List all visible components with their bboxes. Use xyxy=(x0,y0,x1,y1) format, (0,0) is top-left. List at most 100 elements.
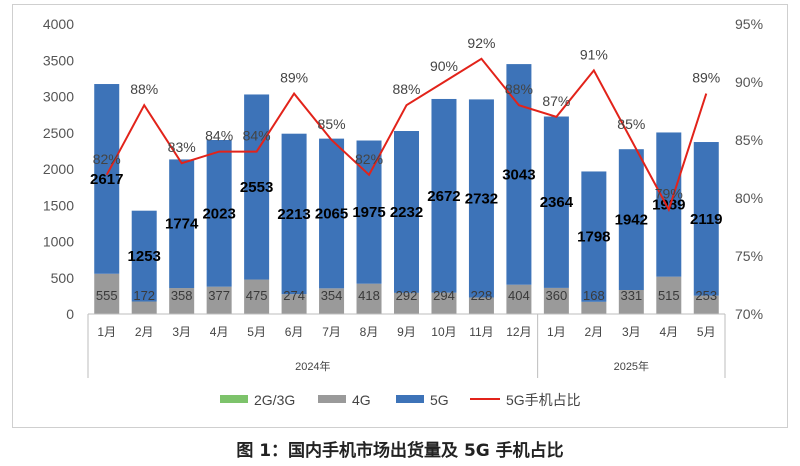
data-label-5g-share: 82% xyxy=(355,151,383,167)
data-label-5g-share: 82% xyxy=(93,151,121,167)
bar-5g xyxy=(356,140,382,284)
x-tick-label: 3月 xyxy=(622,325,641,339)
bar-4g xyxy=(506,284,532,314)
x-tick-label: 5月 xyxy=(247,325,266,339)
bar-5g xyxy=(581,171,607,302)
bar-4g xyxy=(656,276,682,314)
line-5g-share xyxy=(105,57,708,213)
bar-5g xyxy=(506,64,532,285)
x-tick-label: 8月 xyxy=(360,325,379,339)
y-right-tick-label: 70% xyxy=(735,306,763,322)
data-label-4g: 358 xyxy=(171,288,193,303)
bar-5g xyxy=(94,84,120,274)
bar-4g xyxy=(468,297,494,314)
bar-4g xyxy=(206,286,232,314)
x-tick-label: 5月 xyxy=(697,325,716,339)
data-label-4g: 475 xyxy=(246,288,268,303)
data-label-4g: 404 xyxy=(508,288,530,303)
data-label-5g-share: 89% xyxy=(692,70,720,86)
y-left-tick-label: 3000 xyxy=(43,89,74,105)
bar-5g xyxy=(169,159,195,289)
data-label-5g-share: 90% xyxy=(430,58,458,74)
bar-4g xyxy=(94,273,120,314)
data-label-4g: 172 xyxy=(133,288,155,303)
bar-5g xyxy=(693,142,719,296)
data-label-4g: 253 xyxy=(695,288,717,303)
bar-4g xyxy=(356,283,382,314)
data-label-4g: 228 xyxy=(471,288,493,303)
data-label-5g: 2617 xyxy=(90,171,123,188)
bar-4g xyxy=(169,288,195,314)
data-label-5g: 1253 xyxy=(128,248,161,265)
bar-4g xyxy=(431,292,457,314)
x-tick-label: 2月 xyxy=(135,325,154,339)
x-tick-label: 1月 xyxy=(547,325,566,339)
legend-label-5g: 5G xyxy=(430,392,449,408)
bar-5g xyxy=(281,133,307,295)
bar-4g xyxy=(618,290,644,314)
data-label-4g: 418 xyxy=(358,288,380,303)
y-left-tick-label: 0 xyxy=(66,306,74,322)
x-tick-label: 3月 xyxy=(172,325,191,339)
y-left-tick-label: 4000 xyxy=(43,16,74,32)
legend-label-4g: 4G xyxy=(352,392,371,408)
data-label-4g: 292 xyxy=(396,288,418,303)
x-tick-label: 1月 xyxy=(97,325,116,339)
x-tick-label: 9月 xyxy=(397,325,416,339)
data-label-5g: 1975 xyxy=(352,204,385,221)
data-label-5g-share: 88% xyxy=(392,81,420,97)
x-tick-label: 6月 xyxy=(285,325,304,339)
legend-label-5g-share: 5G手机占比 xyxy=(506,392,581,408)
bar-5g xyxy=(131,210,157,302)
y-left-tick-label: 2500 xyxy=(43,125,74,141)
data-label-5g: 2023 xyxy=(202,205,235,222)
bar-5g xyxy=(244,94,270,280)
data-label-5g: 1798 xyxy=(577,229,610,246)
bar-5g xyxy=(319,138,345,289)
y-right-tick-label: 90% xyxy=(735,74,763,90)
bar-5g xyxy=(394,131,419,293)
data-label-5g: 2065 xyxy=(315,205,348,222)
shipment-chart: 0 500 1000 1500 2000 2500 3000 3500 4000 70% 75% 80… xyxy=(43,16,763,408)
data-label-5g: 2732 xyxy=(465,190,498,207)
bar-5g xyxy=(656,132,682,277)
bar-5g xyxy=(431,98,457,293)
data-label-5g-share: 79% xyxy=(655,186,683,202)
data-label-4g: 294 xyxy=(433,288,455,303)
x-tick-label: 12月 xyxy=(506,325,531,339)
data-label-4g: 331 xyxy=(620,288,642,303)
chart-frame xyxy=(12,4,788,428)
x-tick-label: 11月 xyxy=(469,325,493,339)
data-label-5g: 2553 xyxy=(240,179,273,196)
x-tick-label: 2月 xyxy=(585,325,604,339)
bar-4g xyxy=(394,292,419,314)
data-label-5g-share: 91% xyxy=(580,46,608,62)
legend-swatch-2g3g xyxy=(220,395,248,403)
data-label-5g-share: 85% xyxy=(318,116,346,132)
data-label-5g: 1989 xyxy=(652,197,685,214)
data-label-5g: 2364 xyxy=(540,194,574,211)
y-left-tick-label: 1500 xyxy=(43,197,74,213)
y-left-tick-label: 1000 xyxy=(43,234,74,250)
data-label-4g: 168 xyxy=(583,288,605,303)
data-label-4g: 515 xyxy=(658,288,680,303)
y-right-tick-label: 75% xyxy=(735,248,763,264)
x-tick-label: 4月 xyxy=(659,325,678,339)
y-left-tick-label: 2000 xyxy=(43,161,74,177)
year-label: 2024年 xyxy=(295,359,330,373)
bar-4g xyxy=(581,301,607,314)
data-label-5g-share: 88% xyxy=(130,81,158,97)
data-label-5g-share: 85% xyxy=(617,116,645,132)
legend-swatch-5g xyxy=(396,395,424,403)
data-label-5g-share: 87% xyxy=(542,93,570,109)
y-right-tick-label: 85% xyxy=(735,132,763,148)
data-label-5g-share: 83% xyxy=(168,139,196,155)
data-label-4g: 274 xyxy=(283,288,305,303)
bar-5g xyxy=(543,116,569,288)
data-label-5g-share: 92% xyxy=(467,35,495,51)
year-label: 2025年 xyxy=(614,359,649,373)
data-label-5g: 2213 xyxy=(277,206,310,223)
x-tick-label: 7月 xyxy=(322,325,341,339)
figure-caption: 图 1：国内手机市场出货量及 5G 手机占比 xyxy=(236,441,564,461)
